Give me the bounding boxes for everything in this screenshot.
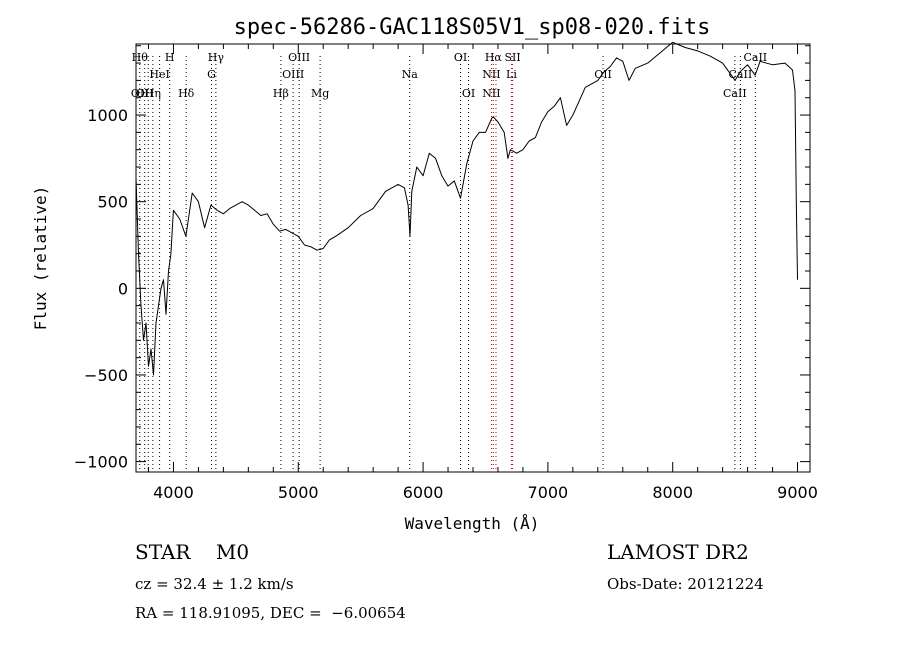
spectral-line-label: Na (402, 68, 419, 81)
plot-frame (135, 43, 811, 473)
y-tick-label: 1000 (87, 106, 128, 125)
x-tick-label: 7000 (528, 483, 569, 502)
x-tick-label: 4000 (153, 483, 194, 502)
spectral-line-label: Mg (311, 87, 329, 100)
spectral-line-label: OIII (288, 51, 310, 64)
spectral-line-label: OII (594, 68, 612, 81)
spectral-line-label: Hγ (208, 51, 225, 64)
y-tick-label: −1000 (74, 453, 128, 472)
spectral-line-label: Hθ (132, 51, 149, 64)
spectral-line-label: CaII (723, 87, 747, 100)
y-axis-label: Flux (relative) (31, 186, 50, 331)
spectral-line-label: G (207, 68, 216, 81)
spectral-line-label: CaII (729, 68, 753, 81)
x-axis: 4000 5000 6000 7000 8000 9000 (147, 44, 818, 502)
spectral-line-label: Hδ (178, 87, 195, 100)
object-class: STAR M0 (135, 540, 250, 564)
y-axis: −1000 −500 0 500 1000 (74, 45, 810, 472)
spectral-line-label: OII (131, 87, 149, 100)
ra-dec-coordinates: RA = 118.91095, DEC = −6.00654 (135, 604, 406, 622)
y-tick-label: 0 (118, 279, 128, 298)
spectral-line-label: SII (504, 51, 520, 64)
x-tick-label: 5000 (278, 483, 319, 502)
spectral-line-label: NII (482, 68, 500, 81)
observation-date: Obs-Date: 20121224 (607, 575, 764, 593)
spectral-line-label: Hβ (273, 87, 289, 100)
spectral-line-label: H (165, 51, 175, 64)
x-tick-label: 6000 (403, 483, 444, 502)
spectral-line-label: Hη (145, 87, 161, 100)
spectral-line-label: NII (482, 87, 500, 100)
spectral-line-label: OI (462, 87, 475, 100)
spectral-line-label: Li (506, 68, 517, 81)
redshift-cz: cz = 32.4 ± 1.2 km/s (135, 575, 294, 593)
spectral-line-label: OII (136, 87, 154, 100)
plot-marks: HθOIIOIIHηHeIHHδGHγHβOIIIOIIIMgNaOIOINII… (131, 41, 798, 472)
x-tick-label: 9000 (777, 483, 818, 502)
spectral-line-label: Hα (485, 51, 503, 64)
x-tick-label: 8000 (652, 483, 693, 502)
x-axis-label: Wavelength (Å) (405, 514, 540, 533)
y-tick-label: 500 (97, 193, 128, 212)
spectral-line-label: HeI (149, 68, 169, 81)
spectrum-series-line (135, 41, 798, 376)
spectral-line-label: OI (454, 51, 467, 64)
spectral-line-label: OIII (282, 68, 304, 81)
survey-name: LAMOST DR2 (607, 540, 749, 564)
chart-title: spec-56286-GAC118S05V1_sp08-020.fits (234, 15, 711, 40)
y-tick-label: −500 (84, 366, 128, 385)
spectral-line-label: CaII (743, 51, 767, 64)
